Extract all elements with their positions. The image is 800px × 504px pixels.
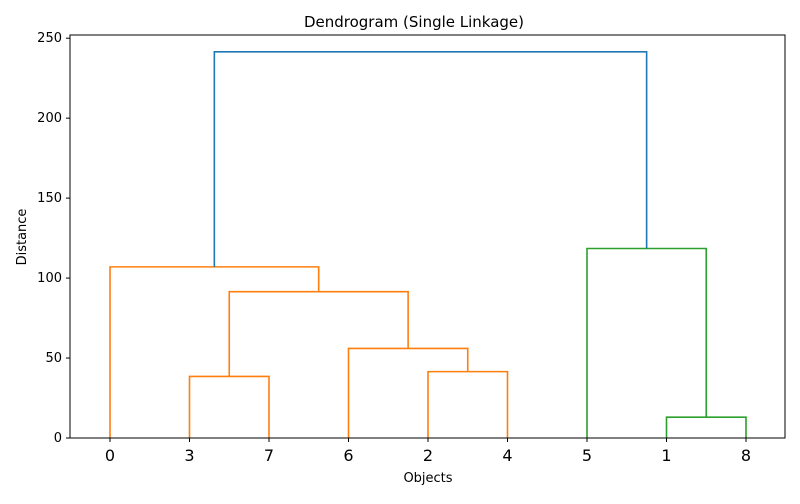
x-tick-label: 4	[502, 446, 512, 465]
y-tick-label: 50	[45, 351, 62, 366]
dendrogram-link	[213, 50, 648, 267]
dendrogram-link	[665, 416, 747, 438]
chart-title: Dendrogram (Single Linkage)	[304, 13, 524, 31]
x-tick-label: 0	[105, 446, 115, 465]
dendrogram-link	[228, 290, 409, 377]
y-tick-label: 250	[37, 31, 62, 46]
y-tick-label: 0	[54, 431, 62, 446]
x-axis: 0 3 7 6 2 4 5 1 8	[105, 438, 751, 465]
x-tick-label: 1	[661, 446, 671, 465]
x-axis-label: Objects	[403, 471, 452, 486]
y-tick-label: 100	[37, 271, 62, 286]
y-axis-label: Distance	[15, 209, 30, 266]
x-tick-label: 8	[741, 446, 751, 465]
x-tick-label: 6	[343, 446, 353, 465]
x-tick-label: 7	[264, 446, 274, 465]
dendrogram-link	[109, 266, 320, 438]
y-tick-label: 200	[37, 111, 62, 126]
x-tick-label: 2	[423, 446, 433, 465]
dendrogram-link	[427, 370, 509, 438]
plot-frame	[69, 34, 786, 439]
dendrogram-link	[347, 347, 469, 438]
y-axis: 0 50 100 150 200 250	[37, 31, 70, 446]
x-tick-label: 3	[184, 446, 194, 465]
dendrogram-link	[586, 247, 708, 438]
dendrogram-link	[188, 375, 270, 438]
dendrogram-links	[109, 50, 747, 438]
x-tick-label: 5	[582, 446, 592, 465]
y-tick-label: 150	[37, 191, 62, 206]
